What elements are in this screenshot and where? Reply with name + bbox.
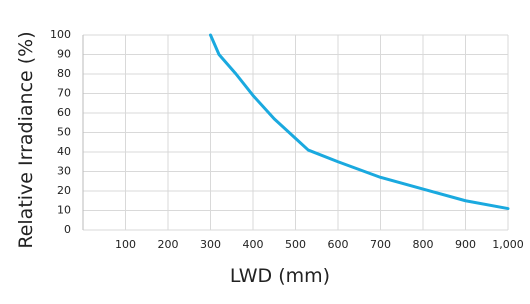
x-tick-label: 200: [158, 238, 179, 251]
x-tick-label: 1,000: [492, 238, 524, 251]
x-tick-label: 700: [370, 238, 391, 251]
x-tick-label: 500: [285, 238, 306, 251]
x-tick-label: 100: [115, 238, 136, 251]
x-tick-label: 300: [200, 238, 221, 251]
y-tick-label: 60: [57, 106, 71, 119]
y-tick-label: 50: [57, 126, 71, 139]
y-tick-label: 0: [64, 223, 71, 236]
y-tick-label: 90: [57, 48, 71, 61]
y-tick-label: 70: [57, 87, 71, 100]
y-tick-label: 10: [57, 204, 71, 217]
y-tick-label: 40: [57, 145, 71, 158]
x-tick-label: 400: [243, 238, 264, 251]
y-tick-label: 20: [57, 184, 71, 197]
y-tick-label: 80: [57, 67, 71, 80]
line: [209, 33, 510, 211]
x-axis-title: LWD (mm): [230, 265, 330, 287]
y-tick-label: 30: [57, 165, 71, 178]
y-axis-title: Relative Irradiance (%): [15, 31, 37, 248]
x-tick-label: 800: [413, 238, 434, 251]
x-tick-label: 900: [455, 238, 476, 251]
y-tick-label: 100: [50, 28, 71, 41]
x-tick-label: 600: [328, 238, 349, 251]
